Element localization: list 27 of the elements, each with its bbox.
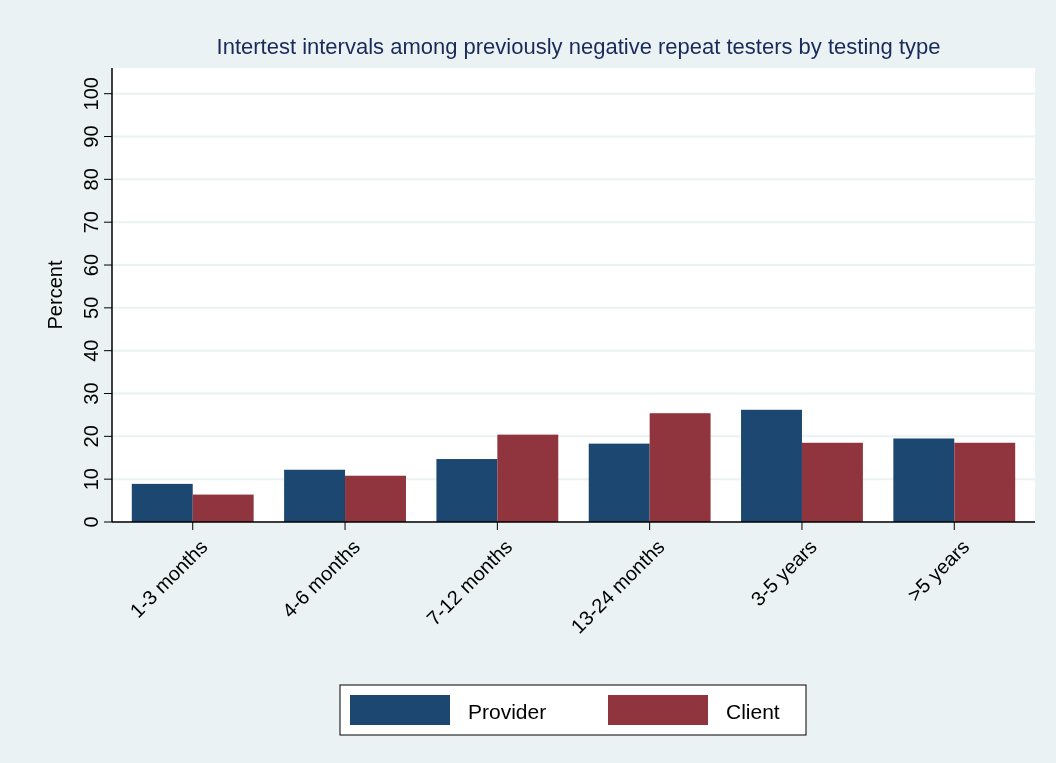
- y-tick-label: 50: [80, 296, 102, 319]
- y-tick-label: 70: [80, 211, 102, 234]
- bar: [741, 409, 802, 522]
- y-tick-label: 60: [80, 253, 102, 277]
- y-tick-label: 100: [80, 77, 102, 111]
- bar: [192, 494, 254, 522]
- y-tick-label: 20: [80, 425, 102, 448]
- bar: [649, 413, 711, 522]
- y-tick-label: 40: [80, 339, 102, 362]
- bar: [436, 459, 498, 522]
- y-tick-label: 30: [80, 382, 102, 405]
- bar: [131, 483, 193, 522]
- bar: [893, 438, 955, 522]
- y-tick-label: 0: [80, 516, 102, 528]
- bar: [954, 442, 1016, 522]
- legend-label: Client: [726, 700, 780, 723]
- bar: [284, 469, 346, 522]
- bar: [345, 475, 406, 522]
- bar: [497, 434, 559, 522]
- bar: [801, 442, 863, 522]
- chart-title: Intertest intervals among previously negative repeat testers by testing type: [216, 34, 941, 59]
- y-tick-label: 80: [80, 168, 102, 191]
- legend-label: Provider: [468, 700, 547, 723]
- y-tick-label: 90: [80, 125, 102, 148]
- y-tick-label: 10: [80, 468, 102, 491]
- bar: [588, 443, 650, 522]
- y-axis-title: Percent: [44, 260, 66, 330]
